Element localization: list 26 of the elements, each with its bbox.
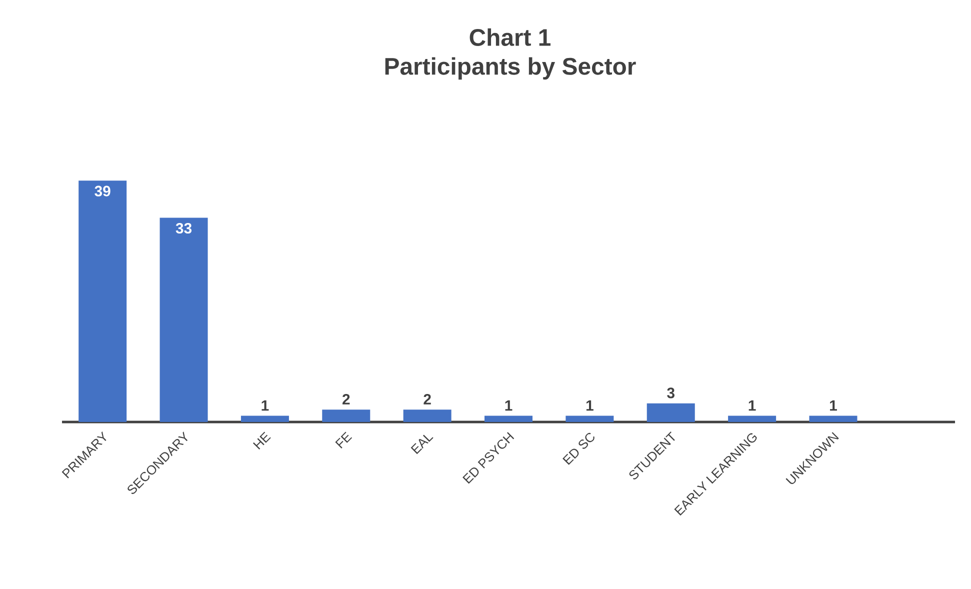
bar: [566, 416, 614, 422]
data-label: 1: [262, 400, 269, 411]
data-label: 2: [342, 394, 350, 404]
bar: [160, 218, 208, 422]
bar: [646, 403, 695, 422]
bar: [809, 416, 858, 422]
bar: [78, 180, 127, 422]
data-label: 1: [505, 400, 512, 411]
data-label: 1: [586, 400, 594, 411]
data-label: 39: [94, 186, 110, 196]
bar: [403, 410, 452, 422]
data-label: 1: [830, 400, 837, 411]
x-tick-label: HE: [252, 432, 271, 450]
bar: [728, 416, 776, 422]
x-tick-label: EAL: [410, 434, 434, 454]
data-label: 3: [667, 388, 674, 398]
data-label: 2: [424, 394, 431, 404]
data-label: 33: [176, 222, 192, 234]
bar: [322, 410, 370, 422]
x-tick-label: FE: [335, 432, 352, 448]
chart-subtitle: Participants by Sector: [385, 57, 636, 80]
bar: [484, 416, 533, 422]
chart-title: Chart 1: [470, 28, 550, 46]
bar: [240, 416, 289, 422]
data-label: 1: [748, 400, 756, 411]
x-tick-label: ED SC: [562, 432, 594, 465]
